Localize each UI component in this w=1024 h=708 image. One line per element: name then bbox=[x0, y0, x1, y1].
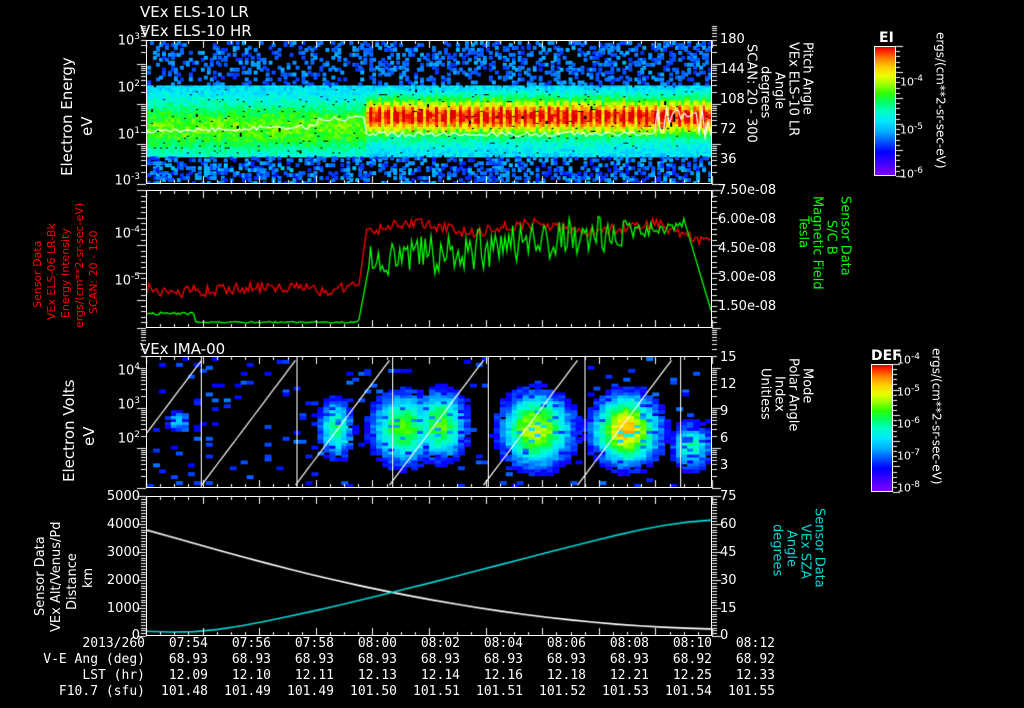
table-row: 2013/260 07:54 07:56 07:58 08:00 08:02 08:04 08… bbox=[0, 636, 775, 652]
table-cell: 68.93 bbox=[231, 652, 271, 667]
table-cell: 08:10 bbox=[672, 636, 712, 651]
table-cell: 12.18 bbox=[546, 668, 586, 683]
table-cell: 12.11 bbox=[294, 668, 334, 683]
table-cell: 08:04 bbox=[483, 636, 523, 651]
table-row-label: V-E Ang (deg) bbox=[43, 652, 145, 667]
table-cell: 68.93 bbox=[546, 652, 586, 667]
table-cell: 12.21 bbox=[609, 668, 649, 683]
table-cell: 101.53 bbox=[602, 684, 649, 699]
table-cell: 101.48 bbox=[161, 684, 208, 699]
table-cell: 12.33 bbox=[735, 668, 775, 683]
table-cell: 101.52 bbox=[539, 684, 586, 699]
table-cell: 08:00 bbox=[357, 636, 397, 651]
table-cell: 08:08 bbox=[609, 636, 649, 651]
table-cell: 101.49 bbox=[224, 684, 271, 699]
table-cell: 101.49 bbox=[287, 684, 334, 699]
table-row-label: LST (hr) bbox=[82, 668, 145, 683]
table-cell: 07:54 bbox=[168, 636, 208, 651]
table-row-label: 2013/260 bbox=[82, 636, 145, 651]
table-cell: 08:06 bbox=[546, 636, 586, 651]
table-cell: 07:56 bbox=[231, 636, 271, 651]
table-cell: 07:58 bbox=[294, 636, 334, 651]
table-row: LST (hr) 12.09 12.10 12.11 12.13 12.14 12.16 12… bbox=[0, 668, 775, 684]
table-cell: 68.93 bbox=[168, 652, 208, 667]
table-row-label: F10.7 (sfu) bbox=[58, 684, 145, 699]
table-cell: 08:02 bbox=[420, 636, 460, 651]
table-cell: 68.93 bbox=[294, 652, 334, 667]
table-cell: 68.92 bbox=[735, 652, 775, 667]
time-axis-table: 2013/260 07:54 07:56 07:58 08:00 08:02 08:04 08… bbox=[0, 636, 1024, 700]
table-cell: 12.09 bbox=[168, 668, 208, 683]
table-cell: 12.25 bbox=[672, 668, 712, 683]
table-row: F10.7 (sfu) 101.48 101.49 101.49 101.50 101.5… bbox=[0, 684, 775, 700]
table-cell: 12.16 bbox=[483, 668, 523, 683]
table-cell: 68.93 bbox=[420, 652, 460, 667]
table-cell: 101.55 bbox=[728, 684, 775, 699]
time-table: 2013/260 07:54 07:56 07:58 08:00 08:02 08:04 08… bbox=[0, 636, 775, 700]
table-cell: 12.10 bbox=[231, 668, 271, 683]
table-cell: 101.51 bbox=[413, 684, 460, 699]
table-cell: 68.93 bbox=[357, 652, 397, 667]
table-cell: 68.92 bbox=[672, 652, 712, 667]
table-cell: 68.93 bbox=[609, 652, 649, 667]
table-cell: 101.50 bbox=[350, 684, 397, 699]
table-cell: 101.54 bbox=[665, 684, 712, 699]
table-cell: 12.13 bbox=[357, 668, 397, 683]
table-row: V-E Ang (deg) 68.93 68.93 68.93 68.93 68.93 68… bbox=[0, 652, 775, 668]
table-cell: 12.14 bbox=[420, 668, 460, 683]
table-cell: 68.93 bbox=[483, 652, 523, 667]
table-cell: 08:12 bbox=[735, 636, 775, 651]
table-cell: 101.51 bbox=[476, 684, 523, 699]
